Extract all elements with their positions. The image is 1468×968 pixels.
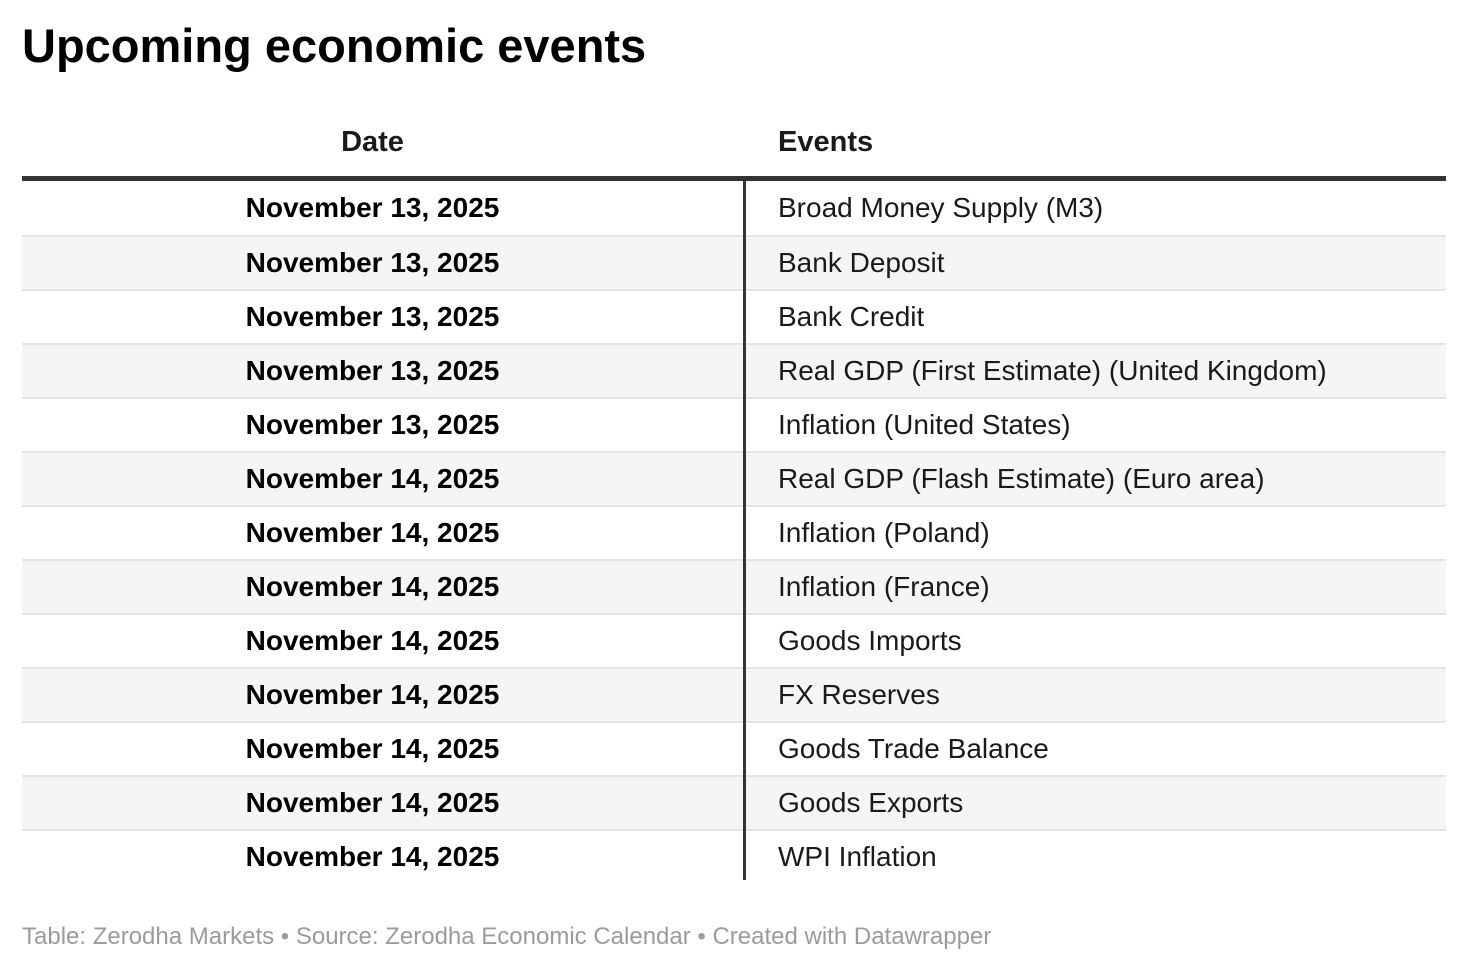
column-header-events: Events [778,125,874,158]
table-row: November 13, 2025 Real GDP (First Estima… [22,342,1446,397]
date-cell: November 14, 2025 [245,840,500,872]
table-row: November 14, 2025 Inflation (France) [22,558,1446,613]
attribution-footer: Table: Zerodha Markets • Source: Zerodha… [22,922,992,950]
date-cell: November 14, 2025 [245,678,500,710]
table-row: November 14, 2025 FX Reserves [22,666,1446,721]
column-header-date: Date [341,125,404,158]
date-cell: November 14, 2025 [245,570,500,602]
event-cell: WPI Inflation [778,840,937,872]
table-row: November 14, 2025 Real GDP (Flash Estima… [22,450,1446,505]
table-row: November 13, 2025 Broad Money Supply (M3… [22,181,1446,235]
date-cell: November 13, 2025 [245,300,500,332]
table-row: November 14, 2025 Goods Trade Balance [22,720,1446,775]
page-title: Upcoming economic events [22,19,647,72]
event-cell: FX Reserves [778,678,940,710]
event-cell: Broad Money Supply (M3) [778,191,1104,223]
event-cell: Real GDP (First Estimate) (United Kingdo… [778,354,1327,386]
table-row: November 13, 2025 Inflation (United Stat… [22,396,1446,451]
date-cell: November 13, 2025 [245,191,500,223]
table-row: November 14, 2025 Goods Exports [22,774,1446,829]
event-cell: Inflation (United States) [778,408,1071,440]
date-cell: November 13, 2025 [245,408,500,440]
event-cell: Inflation (France) [778,570,990,602]
date-cell: November 13, 2025 [245,246,500,278]
date-cell: November 14, 2025 [245,732,500,764]
table-body: November 13, 2025 Broad Money Supply (M3… [22,175,1446,883]
date-cell: November 14, 2025 [245,462,500,494]
table-row: November 14, 2025 WPI Inflation [22,828,1446,883]
date-cell: November 13, 2025 [245,354,500,386]
event-cell: Bank Deposit [778,246,945,278]
date-cell: November 14, 2025 [245,624,500,656]
event-cell: Bank Credit [778,300,925,332]
event-cell: Real GDP (Flash Estimate) (Euro area) [778,462,1265,494]
date-cell: November 14, 2025 [245,516,500,548]
event-cell: Inflation (Poland) [778,516,990,548]
event-cell: Goods Trade Balance [778,732,1049,764]
table-row: November 14, 2025 Goods Imports [22,612,1446,667]
date-cell: November 14, 2025 [245,786,500,818]
table-row: November 13, 2025 Bank Deposit [22,234,1446,289]
table-row: November 13, 2025 Bank Credit [22,288,1446,343]
table-header-row: Date Events [22,126,1446,176]
event-cell: Goods Exports [778,786,964,818]
event-cell: Goods Imports [778,624,962,656]
column-divider [743,180,746,880]
table-row: November 14, 2025 Inflation (Poland) [22,504,1446,559]
